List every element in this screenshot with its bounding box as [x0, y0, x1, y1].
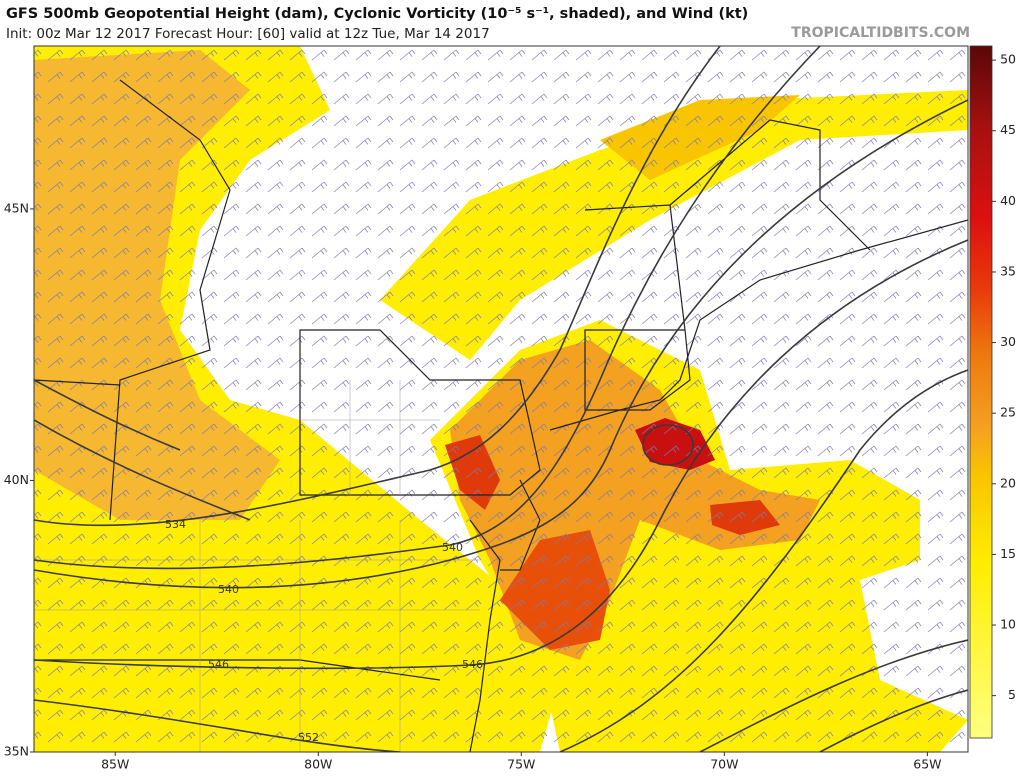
- colorbar-ticks: 5 10 15 20 25 30 35 40 45 50: [992, 52, 1016, 702]
- contour-label: 552: [298, 731, 319, 744]
- map: 534 540 546 552 540 546: [34, 46, 968, 752]
- contour-label: 534: [165, 518, 186, 531]
- geography: [34, 79, 968, 752]
- x-tick-label: 65W: [913, 757, 941, 772]
- contour-label: 540: [442, 541, 463, 554]
- wind-barbs: [34, 46, 968, 752]
- contour-label: 546: [208, 658, 229, 671]
- county-lines: [34, 380, 480, 752]
- subtitle: Init: 00z Mar 12 2017 Forecast Hour: [60…: [6, 26, 490, 42]
- colorbar-tick-label: 25: [1000, 405, 1016, 420]
- height-contour: [699, 639, 968, 752]
- height-contour: [34, 99, 968, 589]
- x-tick-label: 70W: [710, 757, 738, 772]
- y-tick-label: 45N: [4, 200, 29, 215]
- colorbar-tick-label: 15: [1000, 546, 1016, 561]
- x-tick-label: 75W: [507, 757, 535, 772]
- contour-labels: 534 540 546 552 540 546: [165, 518, 483, 744]
- coastline: [469, 479, 541, 752]
- axes: 85W 80W 75W 70W 65W 35N 40N 45N: [4, 200, 942, 771]
- map-frame: [33, 45, 969, 753]
- contour-label: 546: [462, 658, 483, 671]
- y-tick-label: 35N: [4, 744, 29, 759]
- colorbar-tick-label: 20: [1000, 475, 1016, 490]
- title: GFS 500mb Geopotential Height (dam), Cyc…: [6, 6, 748, 22]
- source: TROPICALTIDBITS.COM: [791, 25, 970, 41]
- colorbar: [969, 45, 993, 739]
- vorticity-shading: [34, 46, 968, 752]
- colorbar-tick-label: 35: [1000, 263, 1016, 278]
- height-contour: [34, 46, 721, 527]
- colorbar-tick-label: 40: [1000, 193, 1016, 208]
- colorbar-tick-label: 50: [1000, 52, 1016, 67]
- colorbar-tick-label: 30: [1000, 334, 1016, 349]
- y-tick-label: 40N: [4, 472, 29, 487]
- height-contour: [34, 239, 968, 670]
- height-contour: [34, 46, 821, 570]
- x-tick-label: 80W: [304, 757, 332, 772]
- height-contour: [34, 379, 251, 521]
- state-border: [299, 329, 541, 496]
- height-contour: [34, 369, 968, 752]
- height-contour: [642, 424, 694, 466]
- colorbar-tick-label: 45: [1000, 122, 1016, 137]
- x-tick-label: 85W: [101, 757, 129, 772]
- state-border: [584, 119, 871, 411]
- colorbar-tick-label: 5: [1008, 687, 1016, 702]
- coastline: [549, 219, 968, 431]
- height-contours: [34, 46, 968, 752]
- contour-label: 540: [218, 583, 239, 596]
- colorbar-tick-label: 10: [1000, 617, 1016, 632]
